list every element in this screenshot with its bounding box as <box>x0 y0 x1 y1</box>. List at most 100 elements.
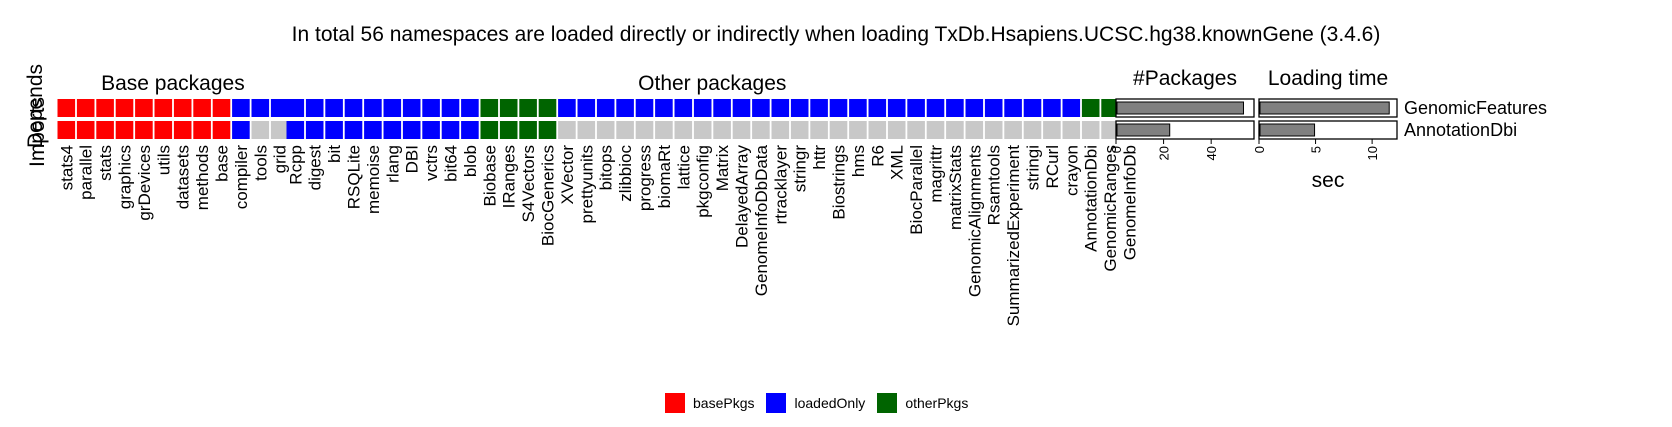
cell-depends-rsamtools <box>984 99 1003 117</box>
legend-swatch-otherpkgs <box>877 393 898 413</box>
chart-title: In total 56 namespaces are loaded direct… <box>292 23 1381 46</box>
cell-depends-datasets <box>173 99 192 117</box>
col-label-base: base <box>213 145 232 182</box>
cell-imports-s4vectors <box>519 121 537 139</box>
legend-label-loadedonly: loadedOnly <box>794 395 866 411</box>
row-label-depends: Depends <box>24 64 47 148</box>
cell-depends-utils <box>154 99 173 117</box>
col-label-biostrings: Biostrings <box>830 145 849 220</box>
cell-imports-progress <box>635 121 654 139</box>
col-label-iranges: IRanges <box>500 145 519 208</box>
col-label-genomeinfodbdata: GenomeInfoDbData <box>752 144 771 296</box>
col-label-rtracklayer: rtracklayer <box>771 145 790 225</box>
cell-depends-genomicranges <box>1101 99 1119 117</box>
legend-label-otherpkgs: otherPkgs <box>905 395 969 411</box>
col-label-biomart: biomaRt <box>655 145 674 209</box>
col-label-biocparallel: BiocParallel <box>907 145 926 235</box>
cell-imports-parallel <box>76 121 95 139</box>
col-label-biobase: Biobase <box>480 145 499 206</box>
col-label-stats4: stats4 <box>57 145 76 190</box>
side-tick-label-loading-time-0: 0 <box>1252 146 1267 153</box>
cell-depends-rsqlite <box>344 99 363 117</box>
col-label-xvector: XVector <box>558 145 577 205</box>
col-label-s4vectors: S4Vectors <box>519 145 538 223</box>
cell-imports-genomicranges <box>1101 121 1119 139</box>
cell-depends-methods <box>193 99 211 117</box>
cell-depends-hms <box>849 99 867 117</box>
col-label-tools: tools <box>251 145 270 181</box>
cell-depends-r6 <box>868 99 887 117</box>
col-label-stringi: stringi <box>1024 145 1043 190</box>
side-tick-label-loading-time-10: 10 <box>1365 146 1380 160</box>
col-label-bit: bit <box>325 145 344 163</box>
cell-imports-tools <box>251 121 270 139</box>
cell-depends-rcurl <box>1043 99 1061 117</box>
side-title--packages: #Packages <box>1133 67 1237 90</box>
cell-depends-rtracklayer <box>771 99 790 117</box>
cell-imports-vctrs <box>422 121 440 139</box>
cell-depends-dbi <box>402 99 421 117</box>
cell-depends-grid <box>270 99 289 117</box>
cell-imports-stringi <box>1023 121 1042 139</box>
cell-imports-bitops <box>596 121 615 139</box>
col-label-matrixstats: matrixStats <box>946 145 965 230</box>
col-label-grid: grid <box>271 145 290 173</box>
col-label-genomeinfodb: GenomeInfoDb <box>1121 145 1140 260</box>
cell-depends-biostrings <box>829 99 848 117</box>
cell-imports-stringr <box>790 121 809 139</box>
cell-depends-bit <box>325 99 343 117</box>
cell-imports-genomicalignments <box>965 121 984 139</box>
legend-swatch-loadedonly <box>766 393 787 413</box>
col-label-progress: progress <box>636 145 655 211</box>
cell-depends-stringr <box>790 99 809 117</box>
cell-imports-matrixstats <box>946 121 964 139</box>
cell-imports-biomart <box>655 121 673 139</box>
cell-depends-pkgconfig <box>693 99 712 117</box>
cell-depends-stringi <box>1023 99 1042 117</box>
cell-depends-progress <box>635 99 654 117</box>
cell-depends-rlang <box>383 99 402 117</box>
cell-imports-base <box>212 121 231 139</box>
cell-depends-tools <box>251 99 270 117</box>
side-row-label-annotationdbi: AnnotationDbi <box>1404 120 1517 140</box>
cell-imports-rlang <box>383 121 402 139</box>
col-label-magrittr: magrittr <box>927 145 946 203</box>
col-label-rcpp: Rcpp <box>286 145 305 185</box>
cell-imports-grdevices <box>135 121 153 139</box>
cell-depends-vctrs <box>422 99 440 117</box>
cell-depends-graphics <box>115 99 134 117</box>
cell-imports-bit <box>325 121 343 139</box>
cell-imports-annotationdbi <box>1081 121 1100 139</box>
row-label-imports: Imports <box>26 97 49 167</box>
legend-item-loadedonly: loadedOnly <box>766 393 865 413</box>
cell-depends-httr <box>810 99 828 117</box>
cell-depends-biomart <box>655 99 673 117</box>
col-label-prettyunits: prettyunits <box>577 145 596 223</box>
side-bar--packages-genomicfeatures <box>1116 101 1244 115</box>
cell-depends-genomicalignments <box>965 99 984 117</box>
col-label-biocgenerics: BiocGenerics <box>539 145 558 246</box>
group-title-other-packages: Other packages <box>638 72 786 95</box>
side-bar-loading-time-genomicfeatures <box>1259 101 1390 115</box>
col-label-lattice: lattice <box>674 145 693 189</box>
side-row-label-genomicfeatures: GenomicFeatures <box>1404 98 1547 118</box>
col-label-genomicalignments: GenomicAlignments <box>965 145 984 297</box>
cell-imports-graphics <box>115 121 134 139</box>
cell-imports-bit64 <box>441 121 460 139</box>
cell-imports-dbi <box>402 121 421 139</box>
col-label-utils: utils <box>154 145 173 175</box>
cell-imports-grid <box>270 121 289 139</box>
cell-depends-zlibbioc <box>616 99 634 117</box>
cell-imports-rsqlite <box>344 121 363 139</box>
col-label-summarizedexperiment: SummarizedExperiment <box>1004 145 1023 327</box>
cell-depends-stats <box>96 99 114 117</box>
chart-canvas: In total 56 namespaces are loaded direct… <box>24 23 1547 327</box>
cell-depends-digest <box>305 99 324 117</box>
cell-depends-grdevices <box>135 99 153 117</box>
cell-imports-biocparallel <box>907 121 925 139</box>
chart-legend: basePkgs loadedOnly otherPkgs <box>665 393 980 413</box>
cell-imports-hms <box>849 121 867 139</box>
cell-imports-lattice <box>674 121 693 139</box>
cell-depends-parallel <box>76 99 95 117</box>
cell-imports-digest <box>305 121 324 139</box>
